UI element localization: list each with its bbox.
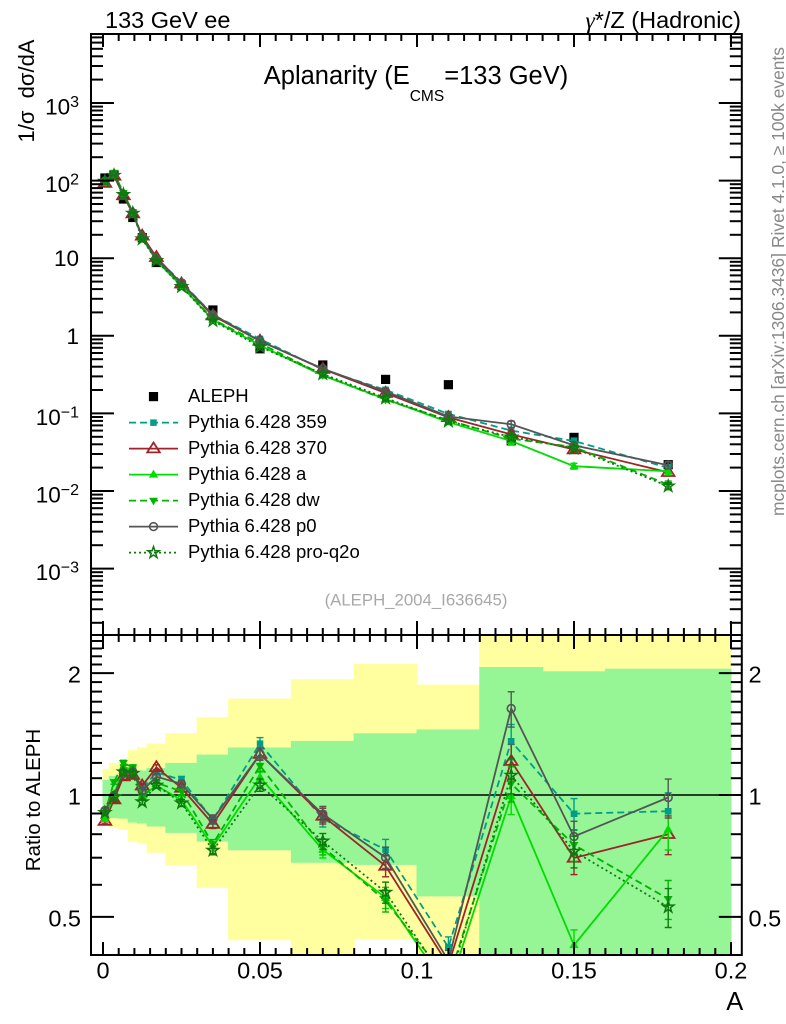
svg-text:133 GeV ee: 133 GeV ee	[105, 7, 230, 33]
svg-text:mcplots.cern.ch [arXiv:1306.34: mcplots.cern.ch [arXiv:1306.3436]	[768, 253, 786, 516]
svg-text:0.2: 0.2	[715, 958, 748, 984]
svg-text:1: 1	[66, 324, 79, 349]
svg-text:0.05: 0.05	[237, 958, 283, 984]
svg-text:Ratio to ALEPH: Ratio to ALEPH	[22, 729, 45, 871]
svg-text:A: A	[726, 988, 743, 1016]
svg-text:Pythia 6.428 359: Pythia 6.428 359	[188, 411, 327, 432]
svg-text:0.5: 0.5	[48, 905, 81, 931]
svg-text:0.15: 0.15	[551, 958, 597, 984]
svg-text:0.5: 0.5	[749, 905, 782, 931]
svg-text:1: 1	[749, 784, 762, 810]
svg-text:Pythia 6.428 pro-q2o: Pythia 6.428 pro-q2o	[188, 541, 360, 562]
svg-text:Pythia 6.428 370: Pythia 6.428 370	[188, 437, 327, 458]
svg-text:10: 10	[54, 246, 79, 271]
svg-text:10−3: 10−3	[36, 560, 79, 586]
svg-text:γ*/Z (Hadronic): γ*/Z (Hadronic)	[585, 7, 741, 34]
svg-text:Rivet 4.1.0, ≥ 100k events: Rivet 4.1.0, ≥ 100k events	[768, 47, 786, 248]
svg-text:2: 2	[749, 662, 762, 688]
svg-text:ALEPH: ALEPH	[188, 385, 249, 406]
svg-text:Pythia 6.428 p0: Pythia 6.428 p0	[188, 515, 317, 536]
svg-text:0.1: 0.1	[401, 958, 434, 984]
svg-text:(ALEPH_2004_I636645): (ALEPH_2004_I636645)	[325, 591, 508, 610]
svg-text:0: 0	[96, 958, 109, 984]
svg-text:Pythia 6.428 a: Pythia 6.428 a	[188, 463, 307, 484]
svg-text:Pythia 6.428 dw: Pythia 6.428 dw	[188, 489, 320, 510]
svg-text:2: 2	[68, 662, 81, 688]
svg-text:1: 1	[68, 784, 81, 810]
svg-text:1/σ dσ/dA: 1/σ dσ/dA	[14, 39, 39, 142]
